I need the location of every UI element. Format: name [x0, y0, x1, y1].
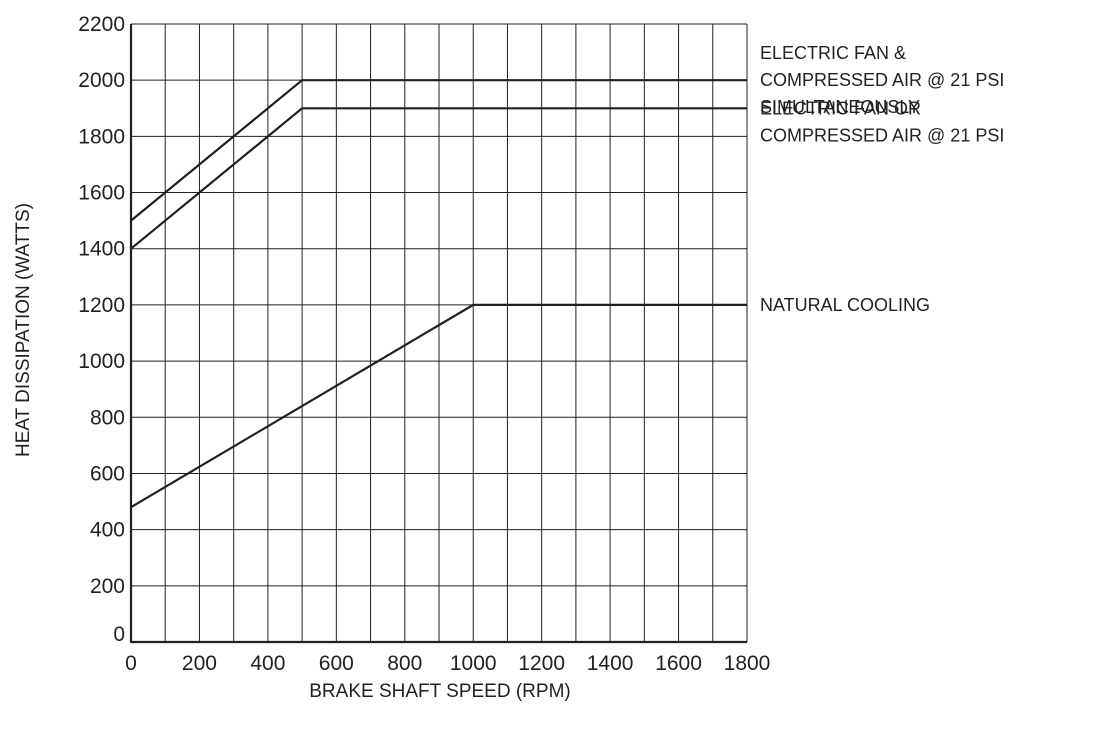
series-lines [130, 79, 747, 509]
y-tick-label: 200 [90, 575, 125, 598]
x-tick-label: 1200 [518, 652, 565, 675]
series-line [130, 303, 747, 509]
y-tick-label: 400 [90, 519, 125, 542]
series-label: ELECTRIC FAN & [760, 43, 906, 63]
series-line [130, 79, 747, 222]
x-tick-label: 600 [319, 652, 354, 675]
y-tick-label: 1000 [78, 350, 125, 373]
x-tick-label: 1000 [450, 652, 497, 675]
x-tick-label: 0 [125, 652, 137, 675]
y-tick-label: 1600 [78, 182, 125, 205]
series-label: SIMULTANEOUSLY [760, 97, 920, 117]
series-label: COMPRESSED AIR @ 21 PSI [760, 70, 1004, 90]
y-tick-label: 2000 [78, 69, 125, 92]
y-tick-label: 600 [90, 462, 125, 485]
x-tick-label: 1600 [655, 652, 702, 675]
series-labels: ELECTRIC FAN & COMPRESSED AIR @ 21 PSI SIM… [760, 43, 1004, 315]
x-tick-label: 1800 [724, 652, 771, 675]
y-tick-label: 2200 [78, 13, 125, 36]
y-tick-label: 1400 [78, 238, 125, 261]
series-label: ELECTRIC FAN OR [760, 98, 921, 118]
series-label: COMPRESSED AIR @ 21 PSI [760, 125, 1004, 145]
grid [130, 23, 748, 643]
y-tick-label: 1200 [78, 294, 125, 317]
x-tick-label: 800 [387, 652, 422, 675]
x-tick-label: 200 [182, 652, 217, 675]
series-line [130, 107, 747, 250]
y-tick-label: 0 [113, 623, 125, 646]
y-tick-label: 1800 [78, 125, 125, 148]
x-tick-label: 400 [250, 652, 285, 675]
x-axis-title: BRAKE SHAFT SPEED (RPM) [309, 681, 570, 702]
y-tick-label: 800 [90, 406, 125, 429]
x-tick-label: 1400 [587, 652, 634, 675]
y-axis-title: HEAT DISSIPATION (WATTS) [13, 203, 34, 457]
axes [129, 24, 747, 644]
tick-labels: 0200400600800100012001400160018002000220… [78, 13, 770, 675]
series-label: NATURAL COOLING [760, 295, 930, 315]
